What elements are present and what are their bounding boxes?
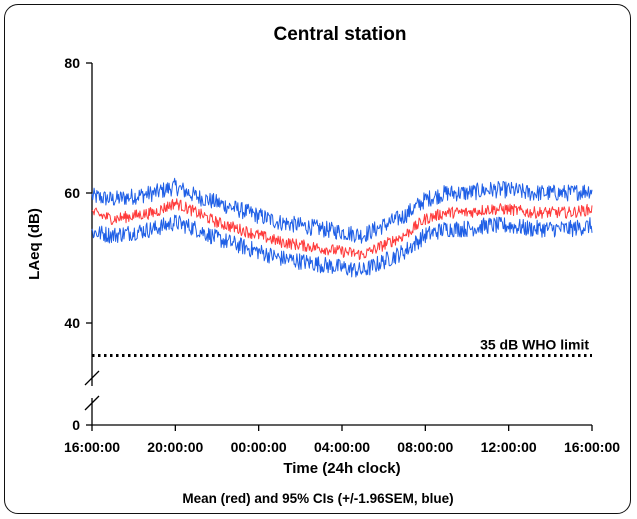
y-axis-break-mark — [84, 370, 100, 386]
x-tick-label: 12:00:00 — [481, 439, 537, 455]
lower-ci-series-line — [91, 214, 593, 278]
y-ticks: 0 40 60 80 — [64, 55, 92, 433]
x-tick-label: 08:00:00 — [397, 439, 453, 455]
mean-series-line — [91, 198, 593, 260]
x-ticks: 16:00:00 20:00:00 00:00:00 04:00:00 08:00:00… — [64, 425, 620, 455]
who-limit-label: 35 dB WHO limit — [480, 337, 589, 353]
y-tick-label: 40 — [64, 315, 80, 331]
x-tick-label: 16:00:00 — [564, 439, 620, 455]
plot-series — [91, 177, 593, 278]
who-limit-reference: 35 dB WHO limit — [92, 337, 592, 357]
x-tick-label: 04:00:00 — [314, 439, 370, 455]
chart-title: Central station — [273, 24, 406, 45]
y-tick-label: 80 — [64, 55, 80, 71]
x-axis-label: Time (24h clock) — [283, 460, 400, 477]
x-tick-label: 00:00:00 — [231, 439, 287, 455]
y-axis-break-mark — [84, 395, 100, 411]
chart-caption: Mean (red) and 95% CIs (+/-1.96SEM, blue… — [182, 491, 453, 506]
y-tick-label: 0 — [72, 417, 80, 433]
x-tick-label: 20:00:00 — [147, 439, 203, 455]
y-axis-label: LAeq (dB) — [26, 208, 43, 280]
x-tick-label: 16:00:00 — [64, 439, 120, 455]
y-tick-label: 60 — [64, 185, 80, 201]
axes — [84, 63, 592, 426]
upper-ci-series-line — [91, 177, 593, 244]
